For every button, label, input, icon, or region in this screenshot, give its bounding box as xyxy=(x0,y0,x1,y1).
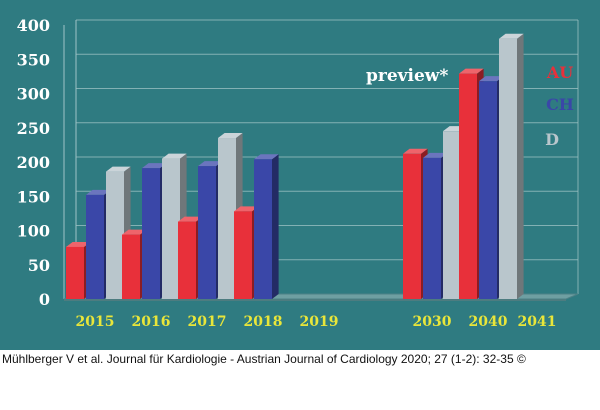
x-tick-label-2041: 2041 xyxy=(518,314,557,330)
y-tick-label-200: 200 xyxy=(17,153,50,172)
bar-top-CH-2030 xyxy=(423,152,448,158)
bar-CH-2016 xyxy=(142,168,160,299)
bar-CH-2040 xyxy=(479,81,497,299)
bar-AU-2040 xyxy=(459,73,477,299)
bar-top-AU-2016 xyxy=(122,229,147,235)
bar-top-AU-2018 xyxy=(234,206,259,212)
bar-D-2017 xyxy=(218,138,236,299)
bar-top-AU-2017 xyxy=(178,216,203,222)
bar-AU-2030 xyxy=(403,153,421,299)
y-tick-label-400: 400 xyxy=(17,16,50,35)
y-tick-label-250: 250 xyxy=(17,119,50,138)
x-tick-label-2030: 2030 xyxy=(413,314,452,330)
x-tick-label-2018: 2018 xyxy=(244,314,283,330)
citation-text: Mühlberger V et al. Journal für Kardiolo… xyxy=(2,352,526,366)
y-tick-label-150: 150 xyxy=(17,187,50,206)
y-tick-label-300: 300 xyxy=(17,85,50,104)
legend-label-CH: CH xyxy=(546,95,574,114)
bar-AU-2015 xyxy=(66,246,84,299)
bar-top-AU-2015 xyxy=(66,241,91,247)
legend-label-D: D xyxy=(545,130,559,149)
bar-CH-2018 xyxy=(254,159,272,299)
x-tick-label-2017: 2017 xyxy=(188,314,227,330)
x-tick-label-2019: 2019 xyxy=(300,314,339,330)
bar-AU-2017 xyxy=(178,221,196,299)
bar-top-AU-2040 xyxy=(459,68,484,74)
floor-front-edge xyxy=(64,299,566,301)
y-tick-label-0: 0 xyxy=(39,290,50,309)
y-tick-label-50: 50 xyxy=(28,256,50,275)
x-tick-label-2040: 2040 xyxy=(469,314,508,330)
bar-top-CH-2018 xyxy=(254,154,279,160)
bar-D-2040 xyxy=(499,38,517,299)
y-tick-label-100: 100 xyxy=(17,222,50,241)
bar-top-AU-2030 xyxy=(403,148,428,154)
bar-CH-2017 xyxy=(198,166,216,299)
bar-top-D-2040 xyxy=(499,33,524,39)
preview-annotation: preview* xyxy=(366,66,448,86)
bar-top-CH-2015 xyxy=(86,189,111,195)
bar-side-D-2040 xyxy=(517,33,524,299)
legend-label-AU: AU xyxy=(546,63,573,82)
x-tick-label-2016: 2016 xyxy=(132,314,171,330)
bar-top-CH-2017 xyxy=(198,161,223,167)
bar-D-2015 xyxy=(106,171,124,299)
bar-top-CH-2016 xyxy=(142,163,167,169)
bar-top-CH-2040 xyxy=(479,76,504,82)
bar-top-D-2017 xyxy=(218,133,243,139)
bar-side-CH-2018 xyxy=(272,154,279,299)
bar-top-D-2016 xyxy=(162,153,187,159)
bar-CH-2030 xyxy=(423,157,441,299)
bar-D-2030 xyxy=(443,131,461,299)
bar-AU-2016 xyxy=(122,234,140,299)
y-tick-label-350: 350 xyxy=(17,50,50,69)
bar-top-D-2015 xyxy=(106,166,131,172)
bar-D-2016 xyxy=(162,158,180,299)
bar-CH-2015 xyxy=(86,194,104,299)
x-tick-label-2015: 2015 xyxy=(76,314,115,330)
bar-chart: 0 50 100 150 200 250 300 350 400 2015 2016 2017 2018… xyxy=(17,16,579,330)
bar-AU-2018 xyxy=(234,211,252,299)
chart-panel: 0 50 100 150 200 250 300 350 400 2015 2016 2017 2018… xyxy=(0,0,600,350)
